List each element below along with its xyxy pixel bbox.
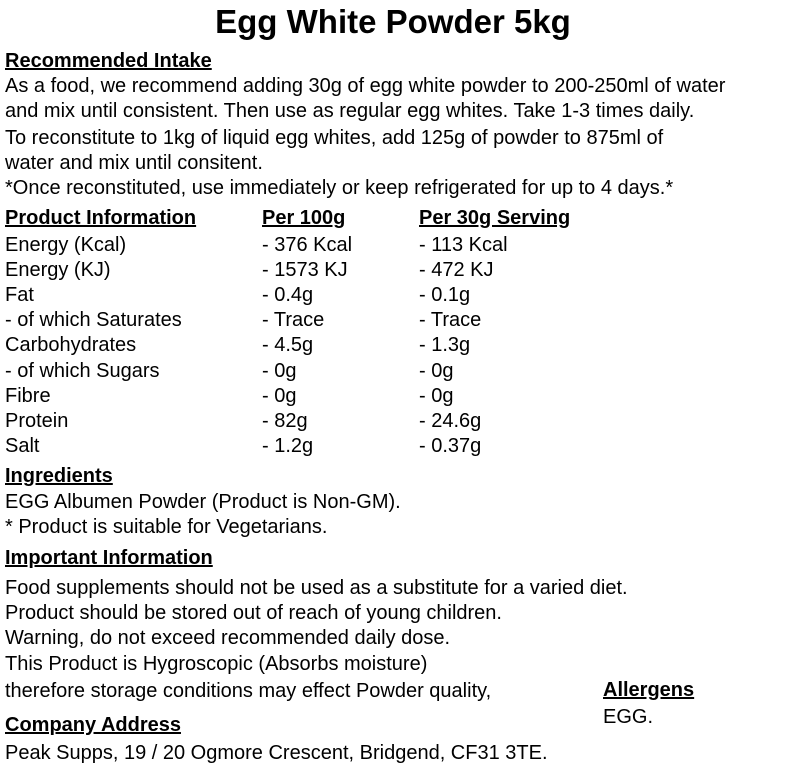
text-line: * Product is suitable for Vegetarians. — [5, 516, 328, 538]
table-cell: Protein — [5, 409, 69, 432]
text-line: and mix until consistent. Then use as re… — [5, 100, 695, 122]
section-heading: Allergens — [603, 679, 695, 701]
table-cell: - 4.5g — [262, 334, 314, 357]
text-line: To reconstitute to 1kg of liquid egg whi… — [5, 127, 664, 149]
table-cell: - Trace — [262, 309, 325, 332]
text-line: therefore storage conditions may effect … — [5, 680, 492, 702]
text-line: *Once reconstituted, use immediately or … — [5, 177, 674, 199]
table-cell: - 1.3g — [419, 334, 471, 357]
section-heading: Ingredients — [5, 465, 113, 487]
table-header: Per 30g Serving — [419, 207, 571, 229]
text-line: EGG. — [603, 706, 654, 728]
section-heading: Company Address — [5, 714, 181, 736]
table-cell: - 1.2g — [262, 434, 314, 457]
table-cell: - 376 Kcal — [262, 234, 353, 256]
table-cell: - of which Saturates — [5, 309, 182, 332]
table-cell: - 1573 KJ — [262, 259, 348, 282]
table-cell: - 82g — [262, 409, 308, 432]
text-line: EGG Albumen Powder (Product is Non-GM). — [5, 491, 401, 513]
table-cell: - 0.4g — [262, 284, 314, 307]
table-cell: Fibre — [5, 384, 51, 407]
text-line: Peak Supps, 19 / 20 Ogmore Crescent, Bri… — [5, 742, 548, 764]
table-cell: Energy (KJ) — [5, 259, 111, 282]
text-line: As a food, we recommend adding 30g of eg… — [5, 75, 726, 97]
section-heading: Important Information — [5, 547, 213, 569]
table-cell: - 0g — [262, 359, 297, 382]
table-cell: - 113 Kcal — [419, 234, 508, 256]
table-cell: - 24.6g — [419, 409, 482, 432]
table-cell: - 0g — [419, 359, 454, 382]
table-header: Per 100g — [262, 207, 346, 229]
table-header: Product Information — [5, 207, 197, 229]
text-line: Warning, do not exceed recommended daily… — [5, 627, 451, 649]
table-cell: Carbohydrates — [5, 334, 137, 357]
table-cell: Salt — [5, 434, 40, 457]
table-cell: - 0g — [419, 384, 454, 407]
section-heading: Recommended Intake — [5, 50, 212, 72]
table-cell: - Trace — [419, 309, 482, 332]
text-line: water and mix until consitent. — [5, 152, 263, 174]
table-cell: Fat — [5, 284, 34, 307]
table-cell: - 0.37g — [419, 434, 482, 457]
title: Egg White Powder 5kg — [215, 3, 571, 40]
text-line: Product should be stored out of reach of… — [5, 602, 502, 624]
table-cell: - 0.1g — [419, 284, 471, 307]
table-cell: - 0g — [262, 384, 297, 407]
table-cell: - of which Sugars — [5, 359, 160, 382]
text-line: Food supplements should not be used as a… — [5, 577, 628, 599]
table-cell: - 472 KJ — [419, 259, 494, 282]
text-line: This Product is Hygroscopic (Absorbs moi… — [5, 653, 428, 675]
table-cell: Energy (Kcal) — [5, 234, 127, 256]
